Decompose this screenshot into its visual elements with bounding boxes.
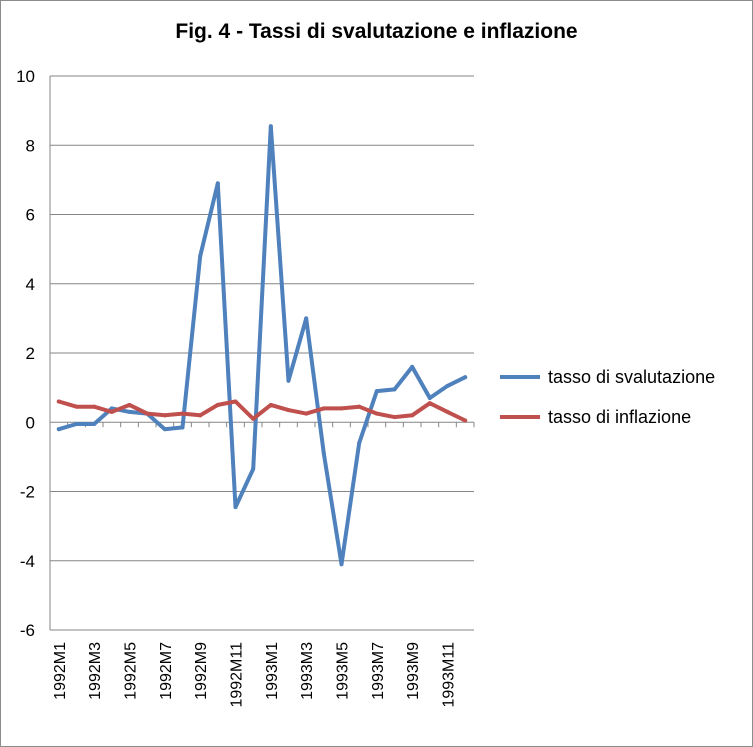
x-tick-label: 1993M5 bbox=[335, 642, 352, 700]
x-tick-label: 1993M9 bbox=[405, 642, 422, 700]
data-point bbox=[109, 409, 114, 414]
x-tick-label: 1993M3 bbox=[299, 642, 316, 700]
data-point bbox=[286, 408, 291, 413]
data-point bbox=[339, 406, 344, 411]
legend-label-0: tasso di svalutazione bbox=[548, 367, 715, 387]
data-point bbox=[198, 254, 203, 259]
data-point bbox=[268, 402, 273, 407]
y-tick-label: 6 bbox=[26, 206, 35, 225]
data-point bbox=[162, 413, 167, 418]
data-point bbox=[392, 415, 397, 420]
data-point bbox=[74, 404, 79, 409]
data-point bbox=[145, 411, 150, 416]
data-point bbox=[374, 389, 379, 394]
x-tick-label: 1992M9 bbox=[193, 642, 210, 700]
chart-title: Fig. 4 - Tassi di svalutazione e inflazi… bbox=[175, 20, 578, 43]
data-point bbox=[410, 364, 415, 369]
x-tick-label: 1993M7 bbox=[370, 642, 387, 700]
data-point bbox=[268, 124, 273, 129]
data-point bbox=[357, 441, 362, 446]
x-tick-label: 1993M11 bbox=[441, 642, 458, 708]
data-point bbox=[304, 316, 309, 321]
data-point bbox=[410, 413, 415, 418]
data-point bbox=[56, 427, 61, 432]
data-point bbox=[233, 505, 238, 510]
y-tick-label: 8 bbox=[26, 136, 35, 155]
data-point bbox=[339, 562, 344, 567]
data-point bbox=[445, 409, 450, 414]
y-tick-label: -6 bbox=[20, 621, 35, 640]
data-point bbox=[321, 451, 326, 456]
series-line-1 bbox=[56, 399, 468, 423]
data-point bbox=[357, 404, 362, 409]
data-point bbox=[92, 404, 97, 409]
legend-label-1: tasso di inflazione bbox=[548, 407, 691, 427]
data-point bbox=[92, 421, 97, 426]
series-line-0 bbox=[56, 124, 468, 567]
y-tick-label: -2 bbox=[20, 483, 35, 502]
y-tick-label: 10 bbox=[16, 67, 35, 86]
data-point bbox=[162, 427, 167, 432]
data-point bbox=[215, 181, 220, 186]
data-point bbox=[286, 378, 291, 383]
y-tick-label: 0 bbox=[26, 413, 35, 432]
y-tick-label: -4 bbox=[20, 552, 35, 571]
x-tick-label: 1992M3 bbox=[87, 642, 104, 700]
data-point bbox=[374, 411, 379, 416]
data-point bbox=[74, 421, 79, 426]
data-point bbox=[198, 413, 203, 418]
data-point bbox=[251, 416, 256, 421]
data-point bbox=[215, 402, 220, 407]
data-point bbox=[427, 396, 432, 401]
data-point bbox=[251, 466, 256, 471]
data-point bbox=[321, 406, 326, 411]
data-point bbox=[127, 409, 132, 414]
data-point bbox=[445, 383, 450, 388]
x-tick-label: 1993M1 bbox=[264, 642, 281, 700]
x-tick-label: 1992M11 bbox=[229, 642, 246, 708]
y-tick-label: 2 bbox=[26, 344, 35, 363]
data-point bbox=[463, 375, 468, 380]
data-point bbox=[233, 399, 238, 404]
data-point bbox=[304, 411, 309, 416]
x-tick-label: 1992M5 bbox=[123, 642, 140, 700]
data-point bbox=[427, 401, 432, 406]
data-point bbox=[392, 387, 397, 392]
y-tick-label: 4 bbox=[26, 275, 35, 294]
data-point bbox=[180, 411, 185, 416]
x-tick-label: 1992M7 bbox=[158, 642, 175, 700]
data-point bbox=[463, 418, 468, 423]
x-tick-label: 1992M1 bbox=[52, 642, 69, 700]
data-point bbox=[180, 425, 185, 430]
data-point bbox=[56, 399, 61, 404]
data-point bbox=[127, 402, 132, 407]
